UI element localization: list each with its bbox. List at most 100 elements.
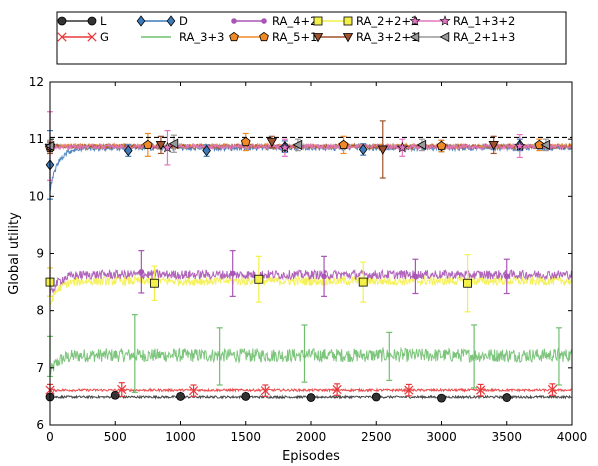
legend-marker-L	[87, 16, 97, 26]
legend-label: RA_3+3	[179, 30, 224, 44]
marker-RA_5+1	[240, 136, 251, 147]
marker-RA_5+1	[534, 139, 545, 150]
x-tick-label: 1000	[165, 430, 196, 444]
marker-G	[547, 384, 558, 395]
errorbar-RA_3+3	[301, 324, 308, 383]
marker-RA_2+1+3	[292, 139, 303, 151]
legend-marker-RA_5+1	[229, 31, 239, 42]
marker-RA_2+1+3	[168, 138, 179, 149]
marker-RA_3+2+1	[488, 140, 499, 151]
legend-marker-RA_2+1+3	[439, 31, 450, 43]
marker-RA_1+3+2	[161, 141, 174, 153]
marker-L	[437, 393, 446, 403]
legend-marker-RA_2+2+2	[343, 16, 353, 26]
x-axis-label: Episodes	[282, 449, 340, 464]
marker-G	[404, 385, 414, 395]
marker-RA_5+1	[436, 140, 447, 151]
marker-RA_4+2	[229, 270, 236, 277]
marker-D	[123, 144, 133, 157]
legend-entry-RA_4+2: RA_4+2	[231, 14, 317, 28]
legend-marker-RA_2+2+2	[313, 16, 323, 26]
legend-marker-RA_3+2+1	[312, 33, 324, 43]
legend-label: RA_2+2+2	[356, 14, 418, 28]
marker-RA_1+3+2	[279, 141, 291, 153]
x-tick-label: 1500	[230, 430, 261, 444]
legend-marker-RA_3+2+1	[342, 33, 354, 43]
marker-RA_1+3+2	[396, 141, 408, 153]
y-tick-label: 11	[29, 132, 44, 146]
legend-marker-RA_1+3+2	[409, 15, 421, 26]
legend-marker-RA_1+3+2	[439, 15, 451, 26]
y-tick-label: 6	[36, 418, 44, 432]
series-curve-RA_3+3	[49, 346, 572, 375]
series-curve-RA_4+2	[49, 268, 572, 297]
legend-entry-L: L	[57, 14, 107, 28]
legend-entry-D: D	[136, 14, 188, 28]
marker-RA_2+2+2	[358, 277, 368, 287]
series-curve-RA_2+2+2	[49, 274, 572, 306]
legend-entry-RA_2+1+3: RA_2+1+3	[409, 30, 515, 44]
legend-marker-L	[57, 16, 67, 26]
marker-G	[476, 385, 486, 395]
legend-entry-RA_5+1: RA_5+1	[229, 30, 317, 44]
marker-RA_2+2+2	[254, 274, 264, 284]
legend-entry-RA_3+2+1: RA_3+2+1	[312, 30, 418, 44]
marker-G	[332, 384, 342, 395]
y-tick-label: 8	[36, 304, 44, 318]
marker-RA_5+1	[143, 139, 153, 150]
errorbar-RA_3+3	[216, 327, 223, 386]
legend-marker-RA_4+2	[261, 18, 267, 24]
series-curves	[49, 142, 572, 400]
x-axis: 0 500 1000 1500 2000 2500 3000 3500 4000	[46, 82, 587, 444]
x-tick-label: 0	[46, 430, 54, 444]
marker-RA_2+1+3	[416, 139, 427, 151]
marker-G	[260, 386, 270, 396]
legend-entry-RA_2+2+2: RA_2+2+2	[313, 14, 418, 28]
x-tick-label: 2000	[296, 430, 327, 444]
legend-label: G	[100, 30, 109, 44]
plot-background	[50, 82, 572, 425]
legend-label: RA_4+2	[272, 14, 317, 28]
legend-marker-G	[57, 32, 67, 42]
y-tick-label: 10	[29, 189, 44, 203]
legend-marker-RA_2+1+3	[409, 31, 420, 43]
marker-L	[241, 392, 251, 401]
series-curve-G	[49, 387, 572, 394]
marker-RA_2+1+3	[540, 139, 551, 151]
legend-marker-G	[87, 32, 97, 42]
marker-D	[202, 144, 211, 157]
errorbar-RA_3+3	[471, 324, 478, 389]
marker-L	[502, 393, 512, 402]
marker-RA_4+2	[321, 273, 327, 280]
legend-entry-G: G	[57, 30, 109, 44]
y-tick-label: 12	[29, 75, 44, 89]
legend-marker-RA_4+2	[231, 18, 237, 24]
errorbar-RA_3+3	[386, 331, 393, 382]
marker-RA_4+2	[412, 273, 419, 280]
marker-RA_4+2	[503, 273, 510, 280]
x-tick-label: 500	[104, 430, 127, 444]
x-tick-label: 2500	[361, 430, 392, 444]
errorbar-RA_3+3	[555, 327, 562, 386]
legend-label: L	[100, 14, 107, 28]
legend-label: RA_5+1	[272, 30, 317, 44]
marker-D	[358, 143, 368, 156]
legend-label: RA_1+3+2	[453, 14, 515, 28]
x-tick-label: 3000	[426, 430, 457, 444]
y-axis: 6 7 8 9 10 11 12	[29, 75, 572, 432]
legend-label: D	[179, 14, 188, 28]
marker-RA_4+2	[138, 268, 145, 275]
marker-RA_1+3+2	[514, 140, 526, 151]
legend-label: RA_2+1+3	[453, 30, 515, 44]
marker-RA_3+2+1	[266, 138, 278, 148]
legend-marker-D	[136, 15, 146, 27]
marker-RA_2+2+2	[463, 278, 473, 288]
x-tick-label: 3500	[491, 430, 522, 444]
marker-G	[188, 386, 199, 396]
legend: LG D RA_3+3 RA_4+2 RA_5+1 RA_2+2+2 RA_3+2+1 RA_…	[56, 11, 567, 65]
series-curve-RA_1+3+2	[49, 142, 572, 151]
y-axis-label: Global utility	[7, 212, 22, 295]
marker-RA_3+2+1	[155, 140, 167, 151]
marker-G	[117, 384, 127, 395]
